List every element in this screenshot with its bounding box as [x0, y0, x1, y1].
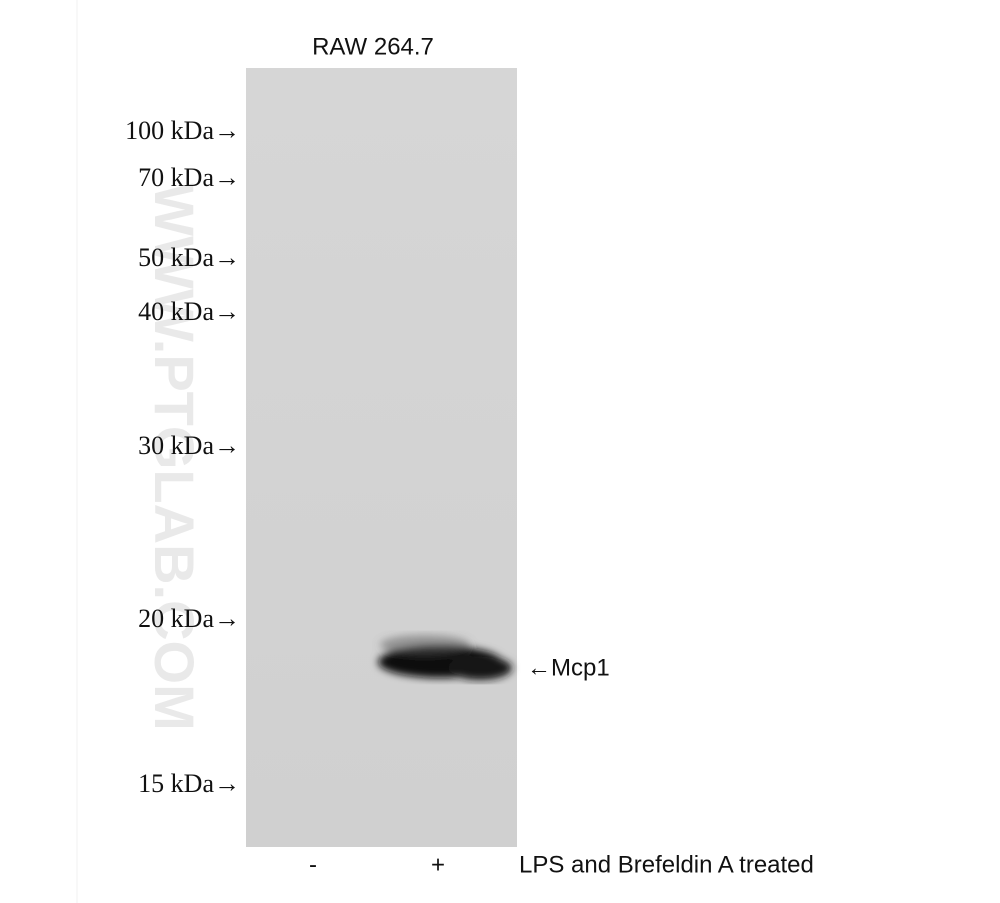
marker-label: 40 kDa→	[138, 297, 240, 326]
blot-membrane	[246, 68, 517, 847]
watermark: WWW.PTGLAB.COM	[143, 183, 206, 730]
marker-label: 100 kDa→	[125, 116, 240, 145]
marker-label: 30 kDa→	[138, 431, 240, 460]
marker-label: 50 kDa→	[138, 243, 240, 272]
treatment-label: LPS and Brefeldin A treated	[519, 851, 814, 878]
marker-label: 20 kDa→	[138, 604, 240, 633]
marker-label: 70 kDa→	[138, 163, 240, 192]
title: RAW 264.7	[312, 33, 434, 60]
lane-label: -	[309, 851, 317, 878]
lane-label: +	[431, 851, 445, 878]
band	[378, 635, 512, 680]
band-label: ←Mcp1	[527, 654, 610, 681]
marker-label: 15 kDa→	[138, 769, 240, 798]
